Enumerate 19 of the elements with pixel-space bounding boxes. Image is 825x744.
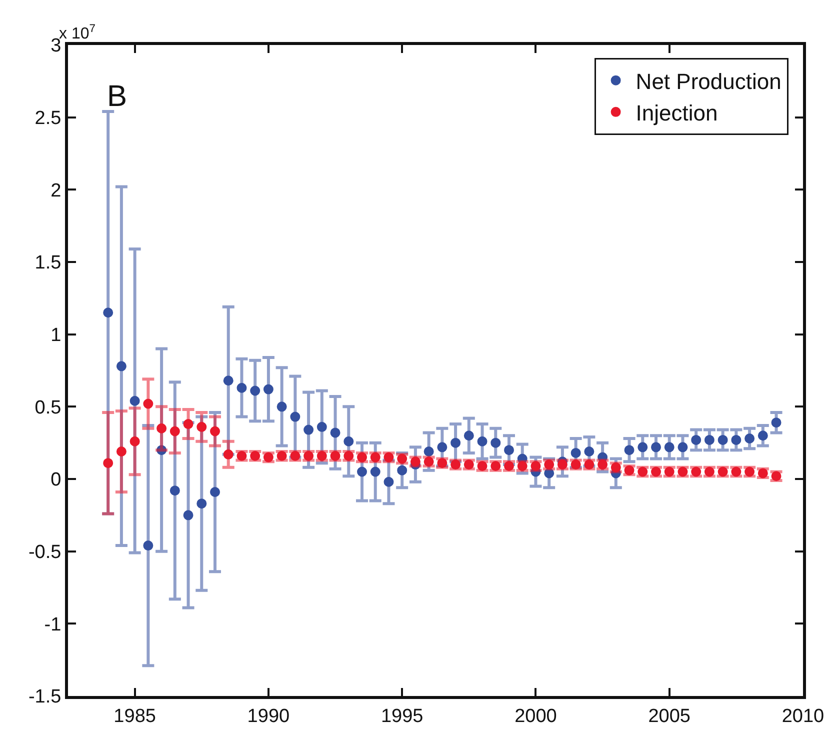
y-tick-label: 0 [50,470,62,491]
annotation: B [107,80,128,113]
text: x 10$^{7}$ [59,23,96,43]
x-tick-label: 2010 [782,706,824,727]
y-tick-label: -1 [44,614,62,636]
y-tick-label: 1 [50,324,62,346]
y-tick-label: -0.5 [28,542,62,563]
x-tick-label: 2005 [648,706,690,727]
y-tick-label: -1.5 [28,686,62,708]
x-tick-label: 2000 [514,706,557,727]
y-tick-label: 0.5 [34,397,62,418]
legend-label: Injection [636,100,718,126]
x-tick-label: 1995 [380,706,424,727]
x-tick-label: 1985 [114,706,156,727]
x-tick-label: 1990 [247,706,290,727]
y-tick-label: 2.5 [34,108,62,129]
y-tick-label: 1.5 [34,252,62,274]
y-tick-label: 2 [50,180,62,202]
legend-label: Net Production [636,68,782,94]
